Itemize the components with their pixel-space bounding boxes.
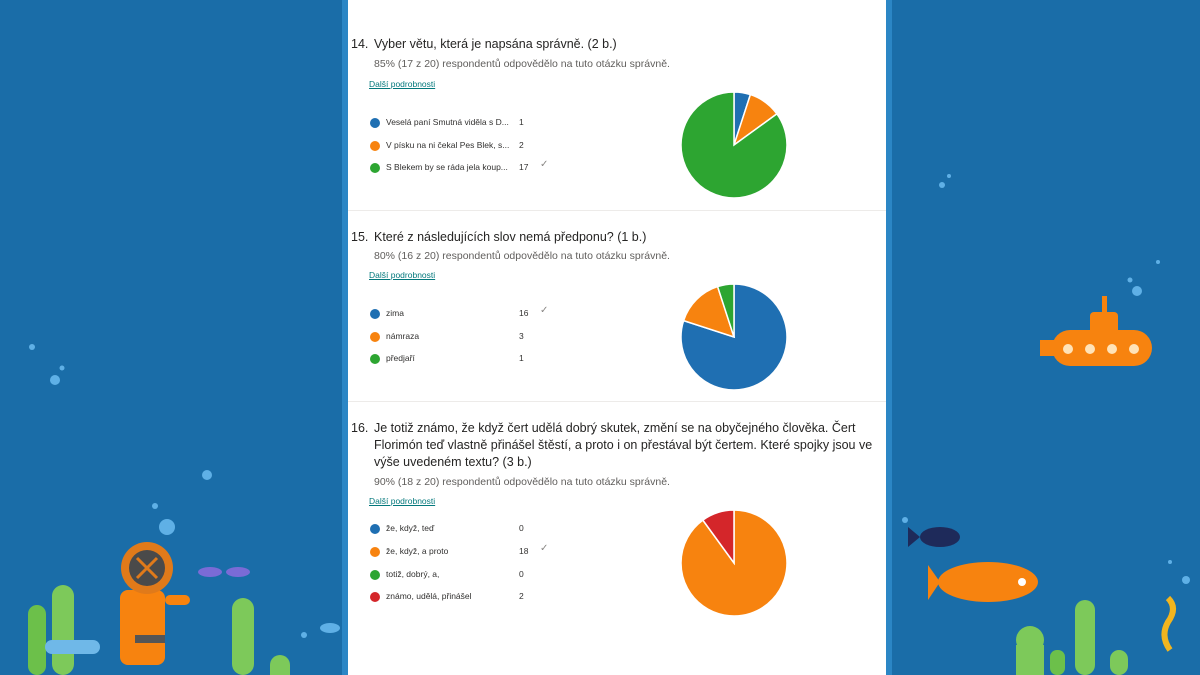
option-label: V písku na ni čekal Pes Blek, s... [386, 140, 510, 150]
legend-item: V písku na ni čekal Pes Blek, s... 2 [370, 139, 590, 153]
legend-item: známo, udělá, přinášel 2 [370, 590, 590, 604]
question-15: 15. Které z následujících slov nemá před… [348, 211, 886, 401]
option-count: 2 [519, 140, 524, 150]
legend-item: předjaří 1 [370, 352, 590, 366]
option-count: 18 [519, 546, 529, 556]
correct-stat: 90% (18 z 20) respondentů odpovědělo na … [374, 476, 670, 488]
legend-item: že, když, a proto 18 ✓ [370, 543, 590, 559]
pie-slice-0 [680, 283, 788, 391]
option-label: zima [386, 308, 404, 318]
question-16: 16. Je totiž známo, že když čert udělá d… [348, 402, 886, 675]
legend-dot [370, 118, 380, 128]
pie-chart [680, 509, 788, 617]
results-sheet: 14. Vyber větu, která je napsána správně… [348, 0, 886, 675]
pie-chart [680, 283, 788, 391]
option-count: 2 [519, 591, 524, 601]
pie-slice-2 [680, 91, 788, 199]
option-label: Veselá paní Smutná viděla s D... [386, 117, 509, 127]
legend-dot [370, 592, 380, 602]
correct-stat: 80% (16 z 20) respondentů odpovědělo na … [374, 250, 670, 262]
option-label: že, když, a proto [386, 546, 449, 556]
legend-dot [370, 354, 380, 364]
question-title: Je totiž známo, že když čert udělá dobrý… [374, 421, 873, 469]
correct-stat: 85% (17 z 20) respondentů odpovědělo na … [374, 58, 670, 70]
more-details-link[interactable]: Další podrobnosti [369, 79, 436, 89]
question-title: Které z následujících slov nemá předponu… [374, 230, 647, 244]
question-title: Vyber větu, která je napsána správně. (2… [374, 37, 617, 51]
question-number: 15. [351, 230, 369, 244]
option-count: 0 [519, 523, 524, 533]
question-number: 14. [351, 37, 369, 51]
pie-slice-2 [716, 283, 735, 338]
legend-dot [370, 332, 380, 342]
legend-dot [370, 570, 380, 580]
option-label: námraza [386, 331, 420, 341]
more-details-link[interactable]: Další podrobnosti [369, 496, 436, 506]
legend-item: S Blekem by se ráda jela koup... 17 ✓ [370, 159, 590, 175]
legend-item: zima 16 ✓ [370, 305, 590, 321]
legend-item: Veselá paní Smutná viděla s D... 1 [370, 116, 590, 130]
pie-chart [680, 91, 788, 199]
option-count: 17 [519, 162, 529, 172]
correct-check-icon: ✓ [540, 159, 549, 170]
legend-dot [370, 524, 380, 534]
legend-item: námraza 3 [370, 330, 590, 344]
option-label: totiž, dobrý, a, [386, 569, 440, 579]
correct-check-icon: ✓ [540, 305, 549, 316]
legend-item: totiž, dobrý, a, 0 [370, 568, 590, 582]
option-label: S Blekem by se ráda jela koup... [386, 162, 508, 172]
option-count: 16 [519, 308, 529, 318]
divider [348, 401, 886, 402]
option-count: 1 [519, 117, 524, 127]
option-count: 0 [519, 569, 524, 579]
legend-dot [370, 163, 380, 173]
question-14: 14. Vyber větu, která je napsána správně… [348, 0, 886, 210]
option-label: známo, udělá, přinášel [386, 591, 472, 601]
legend-dot [370, 309, 380, 319]
more-details-link[interactable]: Další podrobnosti [369, 270, 436, 280]
legend-dot [370, 141, 380, 151]
legend-dot [370, 547, 380, 557]
legend-item: že, když, teď 0 [370, 522, 590, 536]
question-number: 16. [351, 421, 369, 435]
option-label: předjaří [386, 353, 415, 363]
pie-slice-3 [701, 509, 735, 566]
divider [348, 210, 886, 211]
option-label: že, když, teď [386, 523, 435, 533]
option-count: 3 [519, 331, 524, 341]
option-count: 1 [519, 353, 524, 363]
correct-check-icon: ✓ [540, 543, 549, 554]
